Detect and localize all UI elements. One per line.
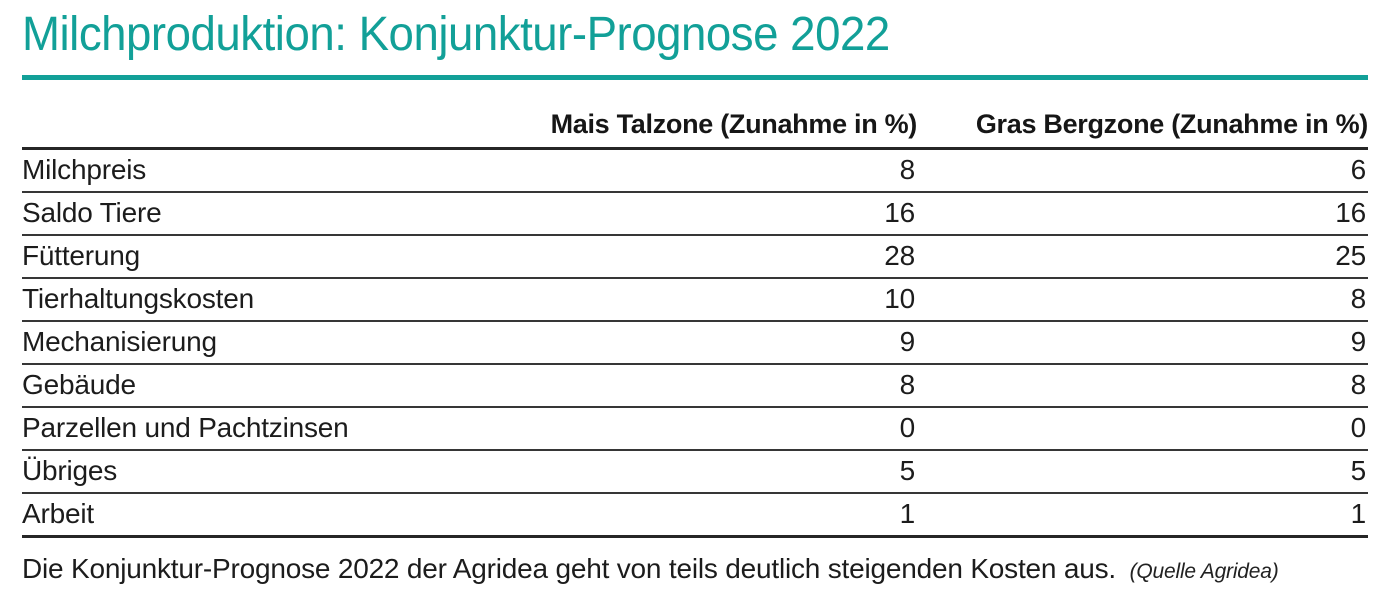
table-row: Arbeit 1 1 [22,493,1368,539]
table-row: Milchpreis 8 6 [22,148,1368,194]
value-cell: 8 [917,364,1368,409]
row-label: Milchpreis [22,148,472,194]
table-row: Gebäude 8 8 [22,364,1368,409]
row-label: Parzellen und Pachtzinsen [22,407,472,452]
table-header: Mais Talzone (Zunahme in %) Gras Bergzon… [22,79,1368,151]
table-row: Tierhaltungskosten 10 8 [22,278,1368,323]
value-cell: 9 [917,321,1368,366]
table-row: Übriges 5 5 [22,450,1368,495]
header-row: Mais Talzone (Zunahme in %) Gras Bergzon… [22,79,1368,151]
table-row: Saldo Tiere 16 16 [22,192,1368,237]
row-label: Tierhaltungskosten [22,278,472,323]
value-cell: 8 [472,364,917,409]
value-cell: 6 [917,148,1368,194]
value-cell: 9 [472,321,917,366]
row-label: Fütterung [22,235,472,280]
row-label: Übriges [22,450,472,495]
title-underline-rule [22,74,1368,80]
value-cell: 5 [917,450,1368,495]
value-cell: 1 [472,493,917,539]
value-cell: 1 [917,493,1368,539]
caption-text: Die Konjunktur-Prognose 2022 der Agridea… [22,553,1117,585]
column-header-mais-talzone: Mais Talzone (Zunahme in %) [472,79,917,151]
table-row: Fütterung 28 25 [22,235,1368,280]
value-cell: 0 [917,407,1368,452]
column-header-gras-bergzone: Gras Bergzone (Zunahme in %) [917,79,1368,151]
value-cell: 0 [472,407,917,452]
value-cell: 16 [472,192,917,237]
table-row: Mechanisierung 9 9 [22,321,1368,366]
caption-source: (Quelle Agridea) [1129,560,1279,584]
column-header-empty [22,79,472,151]
table-body: Milchpreis 8 6 Saldo Tiere 16 16 Fütterung 28 25… [22,148,1368,539]
value-cell: 8 [917,278,1368,323]
value-cell: 16 [917,192,1368,237]
row-label: Saldo Tiere [22,192,472,237]
caption: Die Konjunktur-Prognose 2022 der Agridea… [22,553,1368,585]
page-title: Milchproduktion: Konjunktur-Prognose 202… [22,8,890,61]
table-row: Parzellen und Pachtzinsen 0 0 [22,407,1368,452]
value-cell: 5 [472,450,917,495]
value-cell: 10 [472,278,917,323]
row-label: Gebäude [22,364,472,409]
value-cell: 25 [917,235,1368,280]
value-cell: 28 [472,235,917,280]
row-label: Mechanisierung [22,321,472,366]
forecast-table: Mais Talzone (Zunahme in %) Gras Bergzon… [22,79,1368,539]
row-label: Arbeit [22,493,472,539]
value-cell: 8 [472,148,917,194]
